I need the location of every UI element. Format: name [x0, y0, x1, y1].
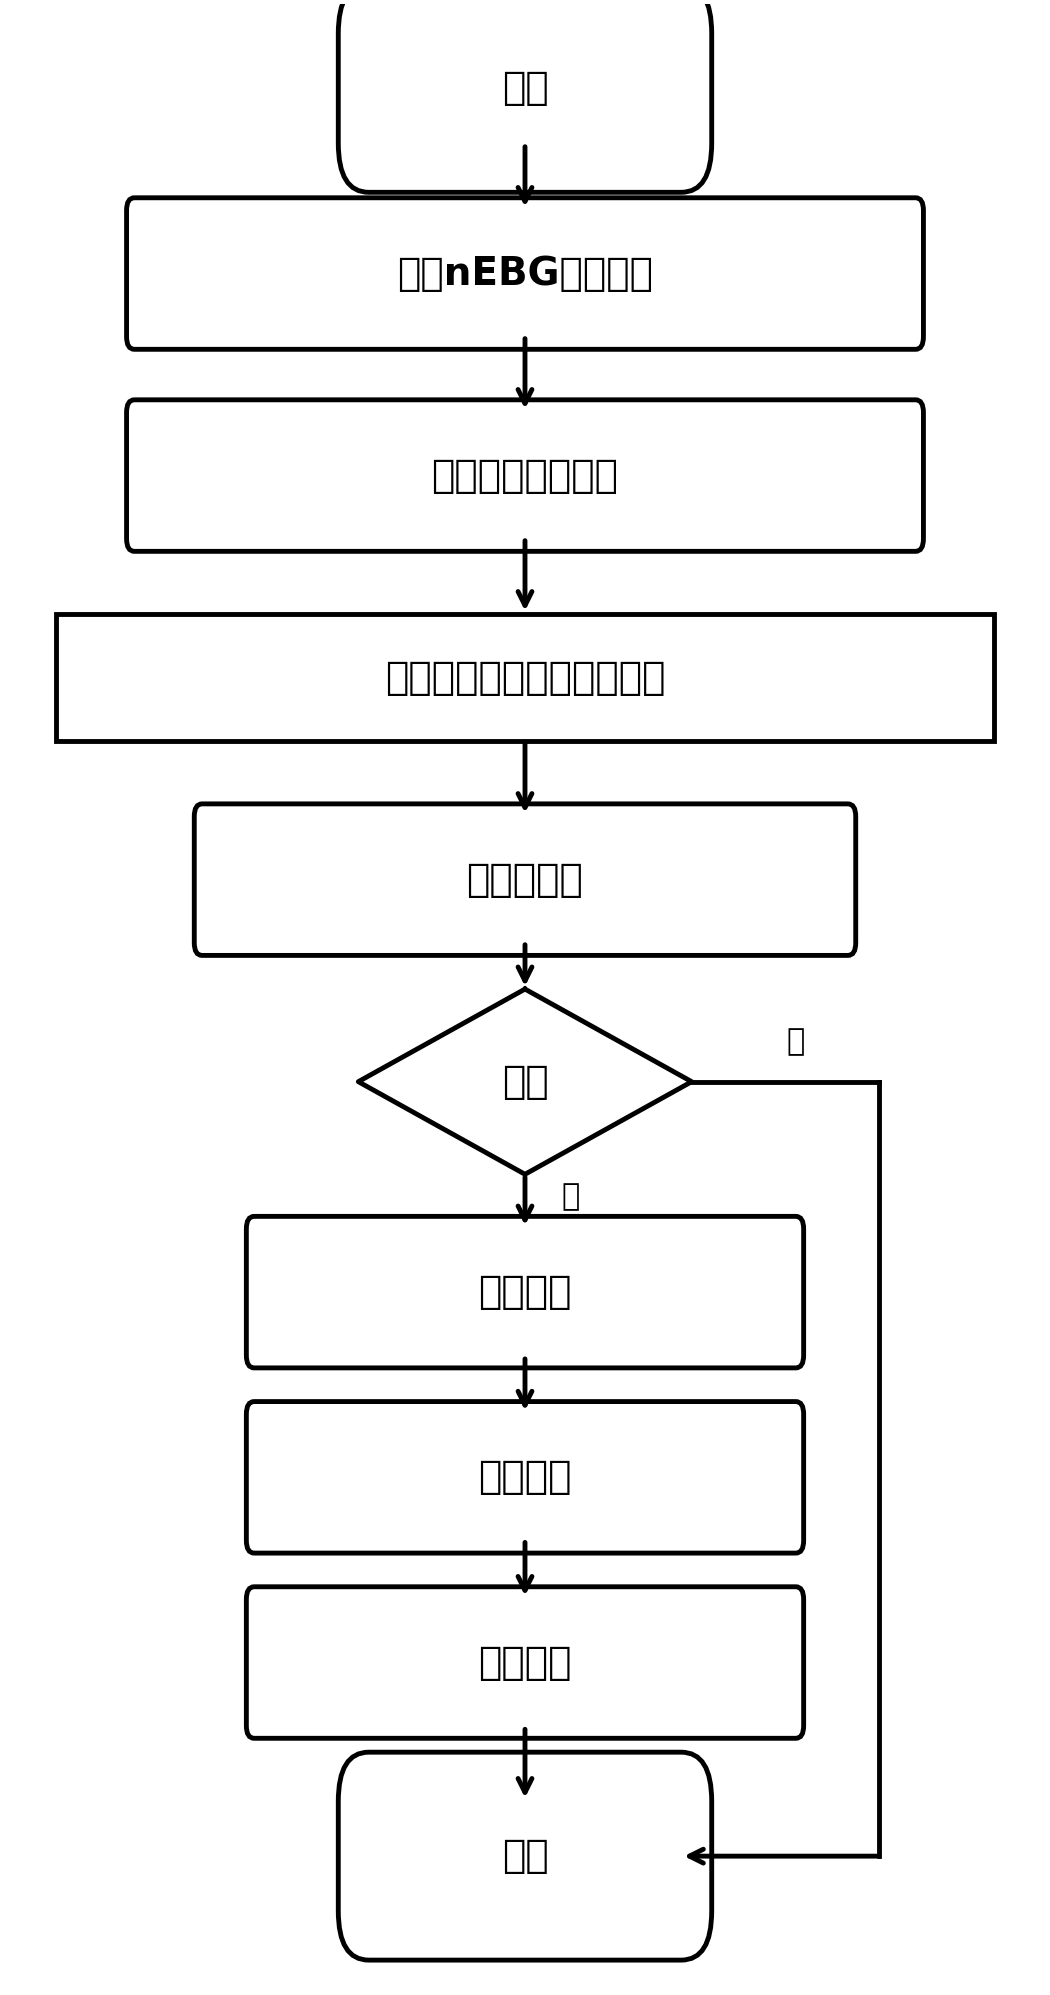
- Text: 主脉生长: 主脉生长: [478, 1273, 572, 1311]
- Text: 结束: 结束: [502, 1837, 548, 1875]
- Text: 全局优化: 全局优化: [478, 1644, 572, 1682]
- FancyBboxPatch shape: [247, 1217, 803, 1369]
- Text: 收敛: 收敛: [502, 1063, 548, 1101]
- FancyBboxPatch shape: [338, 0, 712, 192]
- Text: 构建nEBG等效模型: 构建nEBG等效模型: [397, 255, 653, 293]
- Text: 是: 是: [786, 1027, 805, 1057]
- FancyBboxPatch shape: [127, 198, 923, 349]
- FancyBboxPatch shape: [57, 614, 993, 740]
- Polygon shape: [358, 990, 692, 1175]
- Text: 构建柔性变形单元并初始化: 构建柔性变形单元并初始化: [384, 658, 666, 696]
- Text: 次脉生长: 次脉生长: [478, 1458, 572, 1496]
- Text: 否: 否: [562, 1181, 580, 1211]
- FancyBboxPatch shape: [247, 1586, 803, 1738]
- FancyBboxPatch shape: [338, 1752, 712, 1961]
- Text: 有限元分析: 有限元分析: [466, 860, 584, 898]
- FancyBboxPatch shape: [247, 1402, 803, 1552]
- Text: 开始: 开始: [502, 70, 548, 108]
- FancyBboxPatch shape: [127, 399, 923, 551]
- Text: 初始化有限元模型: 初始化有限元模型: [432, 457, 618, 495]
- FancyBboxPatch shape: [194, 804, 856, 956]
